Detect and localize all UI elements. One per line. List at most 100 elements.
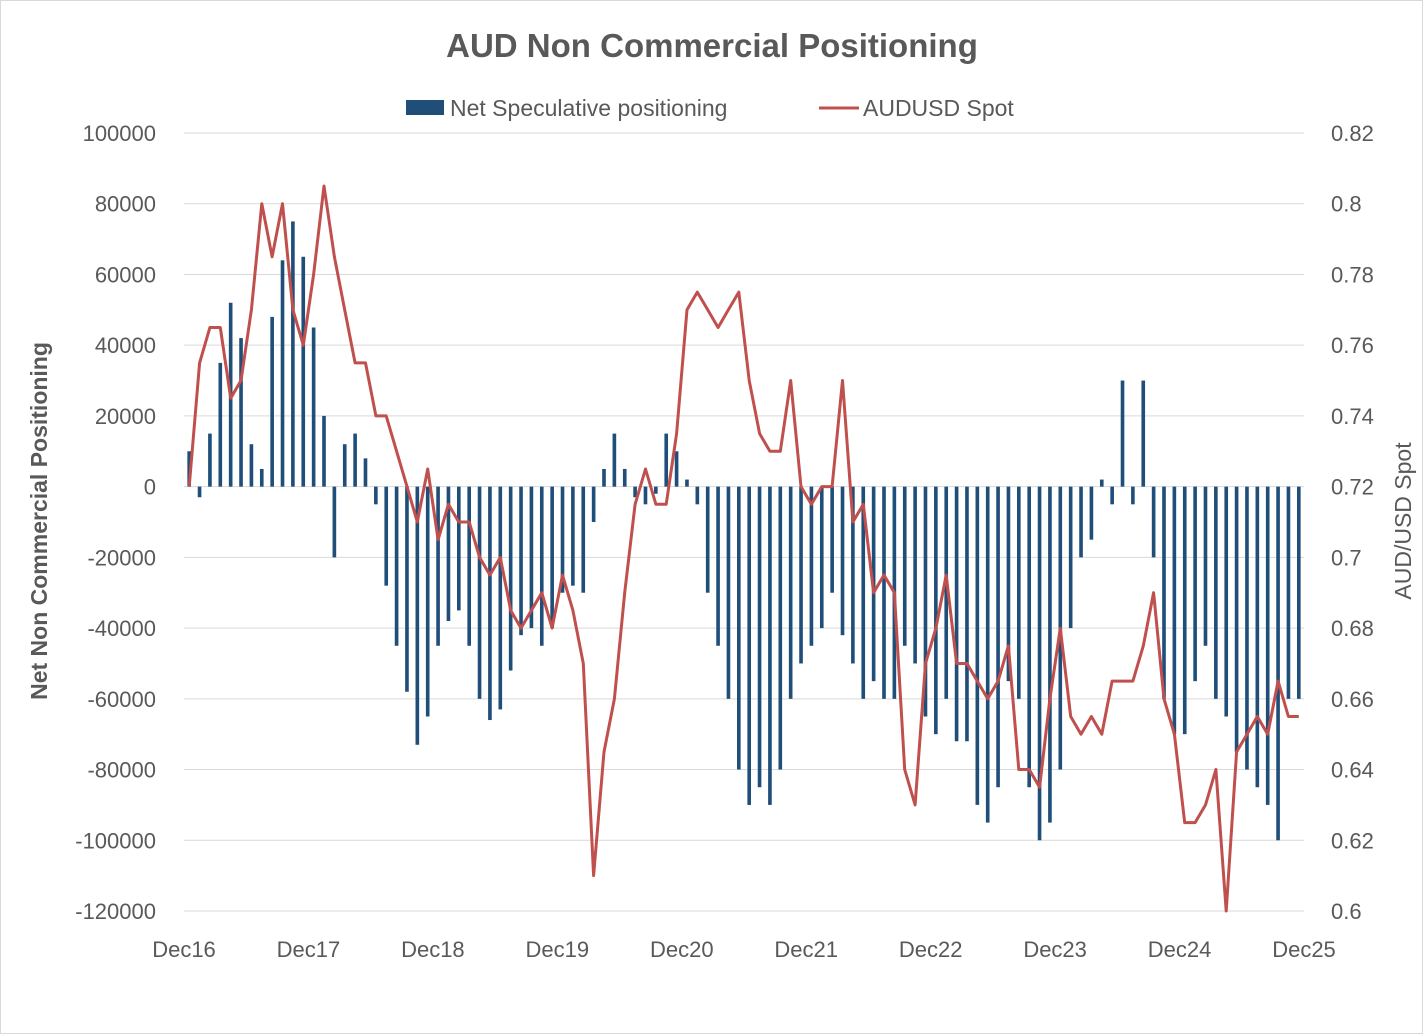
position-bar (571, 486, 575, 586)
position-bar (332, 486, 337, 558)
x-tick-label: Dec20 (650, 937, 714, 962)
line-series (187, 184, 1299, 913)
position-bar (643, 486, 648, 505)
position-bar (1068, 486, 1073, 629)
legend: Net Speculative positioning AUDUSD Spot (406, 95, 1014, 121)
position-bar (498, 486, 503, 710)
position-bar (477, 486, 482, 699)
legend-label-bars: Net Speculative positioning (450, 95, 727, 121)
position-bar (902, 486, 907, 646)
y2-tick-label: 0.62 (1331, 828, 1374, 853)
position-bar (342, 444, 347, 487)
position-bar (830, 486, 834, 593)
position-bar (560, 486, 565, 593)
position-bar (239, 338, 243, 487)
position-bar (674, 451, 679, 487)
position-bar (1234, 486, 1239, 752)
position-bar (1089, 486, 1094, 540)
y2-tick-label: 0.72 (1331, 475, 1374, 500)
position-bar (622, 468, 627, 487)
position-bar (1245, 486, 1249, 770)
position-bar (270, 316, 274, 487)
position-bar (581, 486, 586, 593)
y-tick-label: -80000 (87, 758, 156, 783)
y2-tick-label: 0.66 (1331, 687, 1374, 712)
position-bar (1193, 486, 1197, 682)
position-bar (934, 486, 938, 735)
position-bar (788, 486, 793, 699)
position-bar (1141, 380, 1146, 487)
position-bar (322, 415, 326, 487)
position-bar (1297, 486, 1301, 699)
position-bar (1151, 486, 1156, 558)
position-bar (1006, 486, 1011, 682)
y-tick-label: 100000 (83, 121, 156, 146)
legend-label-line: AUDUSD Spot (863, 95, 1014, 121)
position-bar (249, 444, 254, 487)
position-bar (913, 486, 917, 664)
x-tick-label: Dec23 (1023, 937, 1087, 962)
y2-tick-label: 0.8 (1331, 192, 1362, 217)
position-bar (467, 486, 471, 646)
y2-tick-label: 0.82 (1331, 121, 1374, 146)
position-bar (726, 486, 731, 699)
y2-tick-label: 0.6 (1331, 899, 1362, 924)
position-bar (1017, 486, 1021, 699)
position-bar (384, 486, 389, 586)
position-bar (757, 486, 762, 788)
position-bar (664, 433, 669, 487)
position-bar (539, 486, 544, 646)
position-bar (819, 486, 824, 629)
position-bar (685, 479, 689, 487)
position-bar (1224, 486, 1229, 717)
position-bar (1265, 486, 1270, 805)
chart-title: AUD Non Commercial Positioning (446, 27, 978, 64)
position-bar (1099, 479, 1104, 487)
x-tick-label: Dec17 (277, 937, 341, 962)
y-tick-label: -120000 (75, 899, 156, 924)
y-tick-label: -60000 (87, 687, 156, 712)
position-bar (301, 256, 306, 487)
position-bar (1048, 486, 1052, 823)
position-bar (529, 486, 534, 629)
position-bar (944, 486, 949, 699)
position-bar (519, 486, 523, 636)
position-bar (218, 362, 223, 487)
position-bar (1079, 486, 1083, 558)
y-axis-right: 0.82 0.8 0.78 0.76 0.74 0.72 0.7 0.68 0.66 0.64 0.… (1331, 121, 1374, 924)
position-bar (923, 486, 928, 717)
position-bar (716, 486, 720, 646)
position-bar (612, 433, 617, 487)
position-bar (1182, 486, 1187, 735)
position-bar (311, 327, 316, 487)
audusd-spot-line (187, 184, 1299, 913)
position-bar (1203, 486, 1208, 646)
y2-tick-label: 0.78 (1331, 262, 1374, 287)
x-tick-label: Dec25 (1272, 937, 1336, 962)
y2-axis-title: AUD/USD Spot (1390, 442, 1416, 600)
position-bar (405, 486, 409, 692)
position-bar (446, 486, 451, 622)
x-axis: Dec16 Dec17 Dec18 Dec19 Dec20 Dec21 Dec22 Dec23… (152, 937, 1336, 962)
position-bar (425, 486, 430, 717)
position-bar (1214, 486, 1218, 699)
x-tick-label: Dec19 (526, 937, 590, 962)
position-bar (809, 486, 814, 646)
position-bar (415, 486, 420, 745)
position-bar (965, 486, 969, 742)
position-bar (374, 486, 378, 505)
position-bar (1172, 486, 1177, 735)
position-bar (394, 486, 399, 646)
position-bar (654, 486, 658, 494)
position-bar (851, 486, 855, 664)
position-bar (1037, 486, 1042, 841)
position-bar (353, 433, 357, 487)
y-tick-label: -100000 (75, 828, 156, 853)
grid (184, 132, 1304, 912)
y2-tick-label: 0.7 (1331, 545, 1362, 570)
position-bar (747, 486, 751, 805)
position-bar (737, 486, 741, 770)
y-tick-label: 80000 (95, 192, 156, 217)
position-bar (1131, 486, 1135, 505)
